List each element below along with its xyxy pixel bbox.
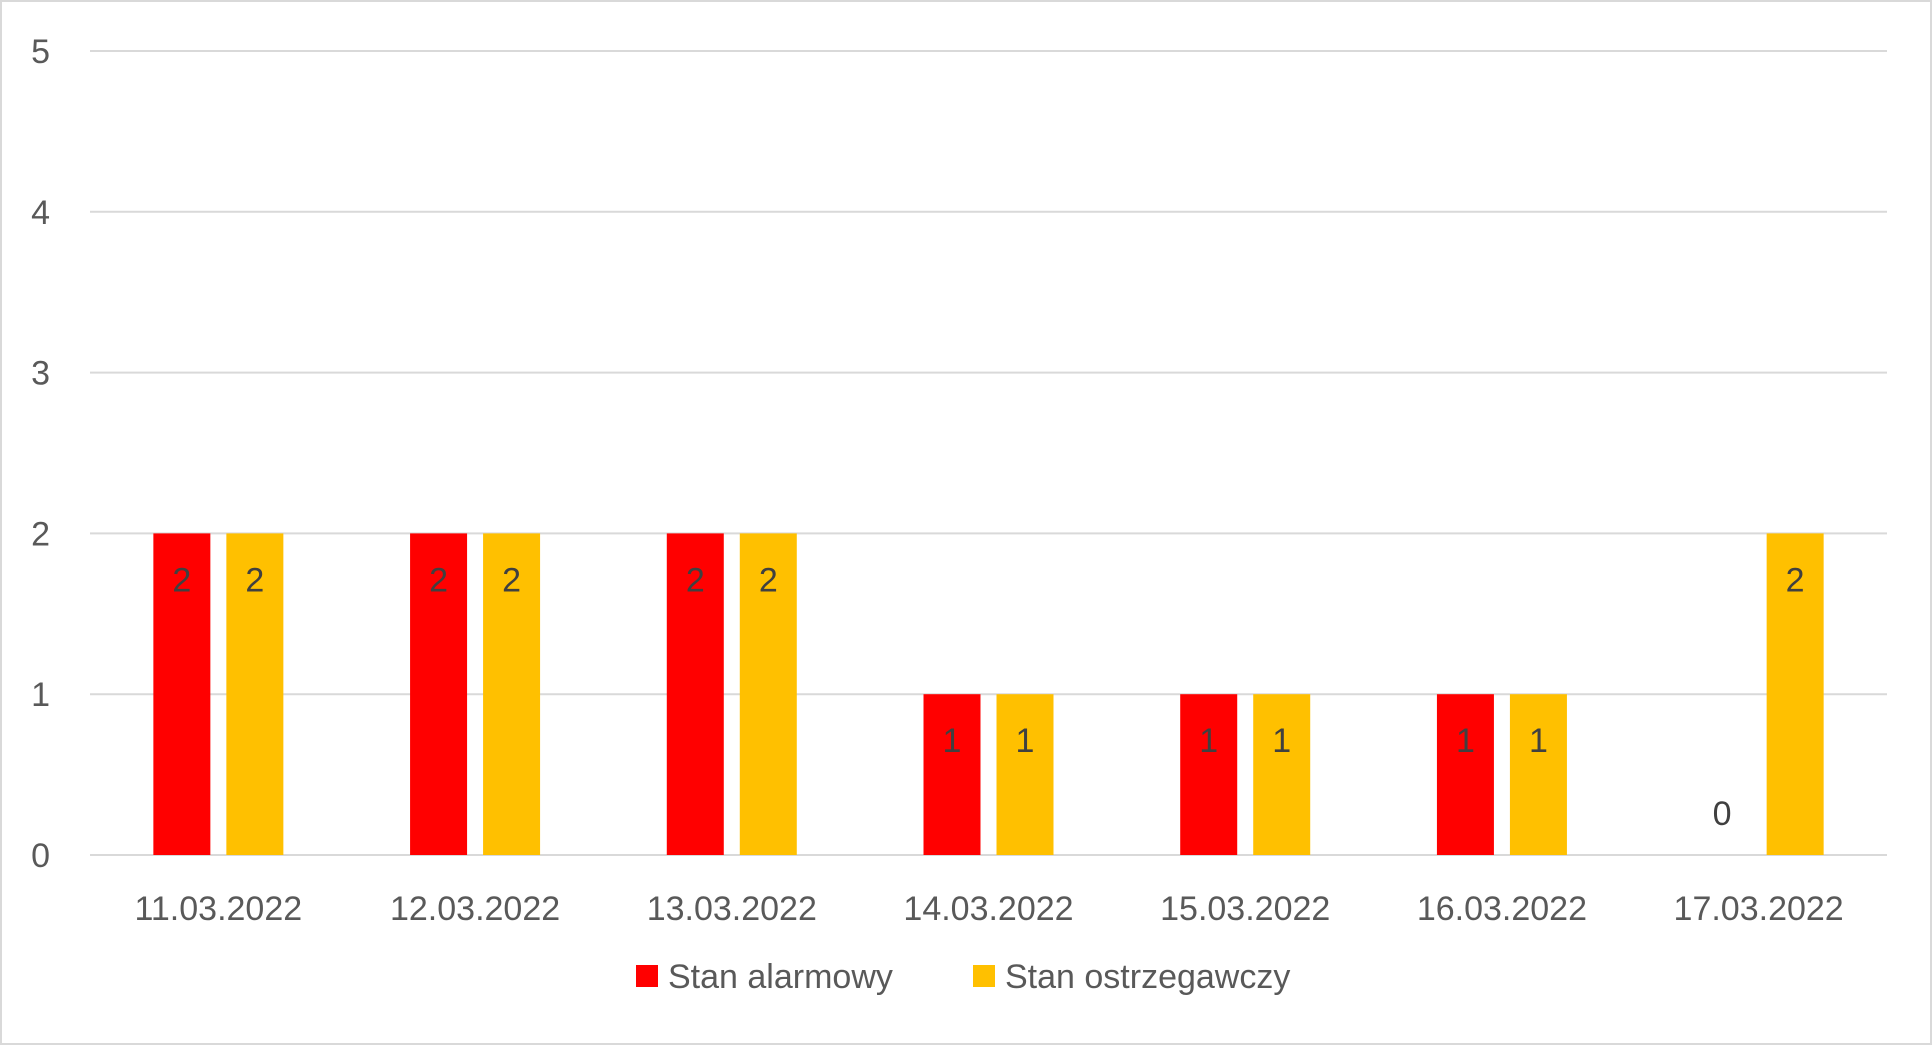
bar-ostrzegawczy (1766, 533, 1824, 855)
data-label: 0 (1713, 795, 1732, 833)
legend-swatch (636, 965, 658, 987)
bar-ostrzegawczy (226, 533, 284, 855)
bar-alarmowy (666, 533, 724, 855)
y-tick-label: 1 (31, 676, 50, 714)
data-label: 2 (172, 561, 191, 599)
x-tick-label: 15.03.2022 (1160, 890, 1330, 928)
x-tick-label: 13.03.2022 (647, 890, 817, 928)
x-tick-label: 12.03.2022 (390, 890, 560, 928)
data-label: 2 (502, 561, 521, 599)
y-tick-label: 4 (31, 194, 50, 232)
legend: Stan alarmowy Stan ostrzegawczy (636, 958, 1290, 996)
data-label: 2 (686, 561, 705, 599)
bars (153, 533, 1824, 855)
bar-ostrzegawczy (996, 694, 1054, 855)
data-label: 1 (943, 722, 962, 760)
x-tick-label: 16.03.2022 (1417, 890, 1587, 928)
x-tick-label: 14.03.2022 (903, 890, 1073, 928)
legend-swatch (973, 965, 995, 987)
data-label: 1 (1199, 722, 1218, 760)
data-label: 2 (429, 561, 448, 599)
data-label: 2 (1786, 561, 1805, 599)
legend-item-ostrzegawczy: Stan ostrzegawczy (973, 958, 1290, 996)
y-tick-label: 0 (31, 837, 50, 875)
bar-ostrzegawczy (483, 533, 541, 855)
y-tick-label: 5 (31, 33, 50, 71)
bar-ostrzegawczy (1509, 694, 1567, 855)
data-label: 1 (1529, 722, 1548, 760)
bar-alarmowy (1180, 694, 1238, 855)
data-label: 2 (759, 561, 778, 599)
data-label: 2 (245, 561, 264, 599)
bar-alarmowy (1436, 694, 1494, 855)
legend-label: Stan alarmowy (668, 958, 893, 996)
bar-ostrzegawczy (1253, 694, 1311, 855)
data-labels: 2 2 2 2 2 2 1 1 1 1 1 1 0 2 (172, 561, 1804, 833)
legend-label: Stan ostrzegawczy (1005, 958, 1290, 996)
y-tick-label: 3 (31, 355, 50, 393)
gridlines (90, 50, 1887, 856)
bar-alarmowy (923, 694, 981, 855)
data-label: 1 (1456, 722, 1475, 760)
x-tick-label: 11.03.2022 (135, 890, 303, 928)
data-label: 1 (1016, 722, 1035, 760)
y-axis: 0 1 2 3 4 5 (31, 33, 50, 875)
bar-ostrzegawczy (739, 533, 797, 855)
y-tick-label: 2 (31, 515, 50, 553)
x-axis: 11.03.2022 12.03.2022 13.03.2022 14.03.2022… (135, 890, 1844, 928)
bar-alarmowy (153, 533, 211, 855)
legend-item-alarmowy: Stan alarmowy (636, 958, 893, 996)
data-label: 1 (1272, 722, 1291, 760)
x-tick-label: 17.03.2022 (1674, 890, 1844, 928)
bar-alarmowy (410, 533, 468, 855)
